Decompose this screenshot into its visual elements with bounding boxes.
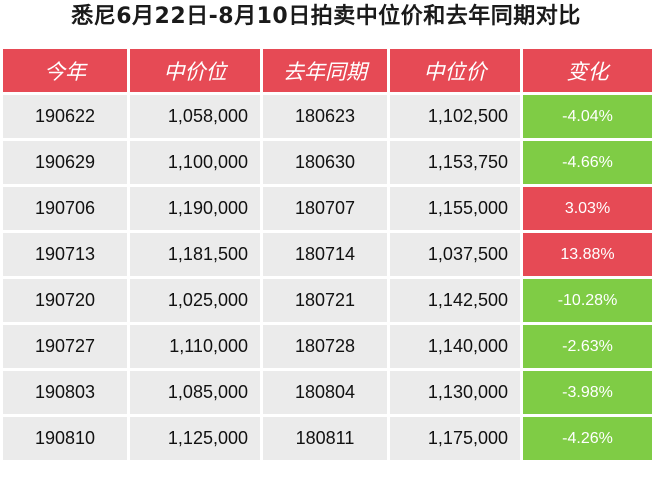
median-this-year-cell: 1,085,000 <box>130 371 260 414</box>
median-last-year-cell: 1,037,500 <box>390 233 520 276</box>
table-row: 190720 1,025,000 180721 1,142,500 -10.28% <box>3 279 652 322</box>
last-year-cell: 180728 <box>263 325 387 368</box>
last-year-cell: 180630 <box>263 141 387 184</box>
last-year-cell: 180707 <box>263 187 387 230</box>
median-this-year-cell: 1,100,000 <box>130 141 260 184</box>
this-year-cell: 190629 <box>3 141 127 184</box>
table-header-row: 今年 中价位 去年同期 中位价 变化 <box>3 49 652 92</box>
median-last-year-cell: 1,140,000 <box>390 325 520 368</box>
median-this-year-cell: 1,058,000 <box>130 95 260 138</box>
change-cell: 13.88% <box>523 233 652 276</box>
column-header-median-this-year: 中价位 <box>130 49 260 92</box>
this-year-cell: 190720 <box>3 279 127 322</box>
this-year-cell: 190713 <box>3 233 127 276</box>
last-year-cell: 180721 <box>263 279 387 322</box>
median-this-year-cell: 1,125,000 <box>130 417 260 460</box>
last-year-cell: 180623 <box>263 95 387 138</box>
change-cell: -2.63% <box>523 325 652 368</box>
table-body: 190622 1,058,000 180623 1,102,500 -4.04% 1906… <box>3 95 652 460</box>
table-row: 190727 1,110,000 180728 1,140,000 -2.63% <box>3 325 652 368</box>
last-year-cell: 180714 <box>263 233 387 276</box>
this-year-cell: 190727 <box>3 325 127 368</box>
last-year-cell: 180811 <box>263 417 387 460</box>
column-header-this-year: 今年 <box>3 49 127 92</box>
last-year-cell: 180804 <box>263 371 387 414</box>
change-cell: 3.03% <box>523 187 652 230</box>
median-last-year-cell: 1,155,000 <box>390 187 520 230</box>
median-last-year-cell: 1,175,000 <box>390 417 520 460</box>
median-this-year-cell: 1,190,000 <box>130 187 260 230</box>
this-year-cell: 190803 <box>3 371 127 414</box>
table-row: 190713 1,181,500 180714 1,037,500 13.88% <box>3 233 652 276</box>
median-last-year-cell: 1,142,500 <box>390 279 520 322</box>
this-year-cell: 190622 <box>3 95 127 138</box>
table-row: 190629 1,100,000 180630 1,153,750 -4.66% <box>3 141 652 184</box>
median-last-year-cell: 1,102,500 <box>390 95 520 138</box>
median-last-year-cell: 1,130,000 <box>390 371 520 414</box>
auction-comparison-table: 今年 中价位 去年同期 中位价 变化 190622 1,058,000 180623… <box>0 46 652 463</box>
column-header-median-last-year: 中位价 <box>390 49 520 92</box>
change-cell: -4.66% <box>523 141 652 184</box>
table-row: 190622 1,058,000 180623 1,102,500 -4.04% <box>3 95 652 138</box>
page-title: 悉尼6月22日-8月10日拍卖中位价和去年同期对比 <box>71 4 581 29</box>
this-year-cell: 190810 <box>3 417 127 460</box>
table-row: 190810 1,125,000 180811 1,175,000 -4.26% <box>3 417 652 460</box>
change-cell: -10.28% <box>523 279 652 322</box>
column-header-last-year: 去年同期 <box>263 49 387 92</box>
change-cell: -4.26% <box>523 417 652 460</box>
median-this-year-cell: 1,110,000 <box>130 325 260 368</box>
change-cell: -4.04% <box>523 95 652 138</box>
median-last-year-cell: 1,153,750 <box>390 141 520 184</box>
table-row: 190803 1,085,000 180804 1,130,000 -3.98% <box>3 371 652 414</box>
median-this-year-cell: 1,025,000 <box>130 279 260 322</box>
column-header-change: 变化 <box>523 49 652 92</box>
this-year-cell: 190706 <box>3 187 127 230</box>
change-cell: -3.98% <box>523 371 652 414</box>
median-this-year-cell: 1,181,500 <box>130 233 260 276</box>
table-row: 190706 1,190,000 180707 1,155,000 3.03% <box>3 187 652 230</box>
